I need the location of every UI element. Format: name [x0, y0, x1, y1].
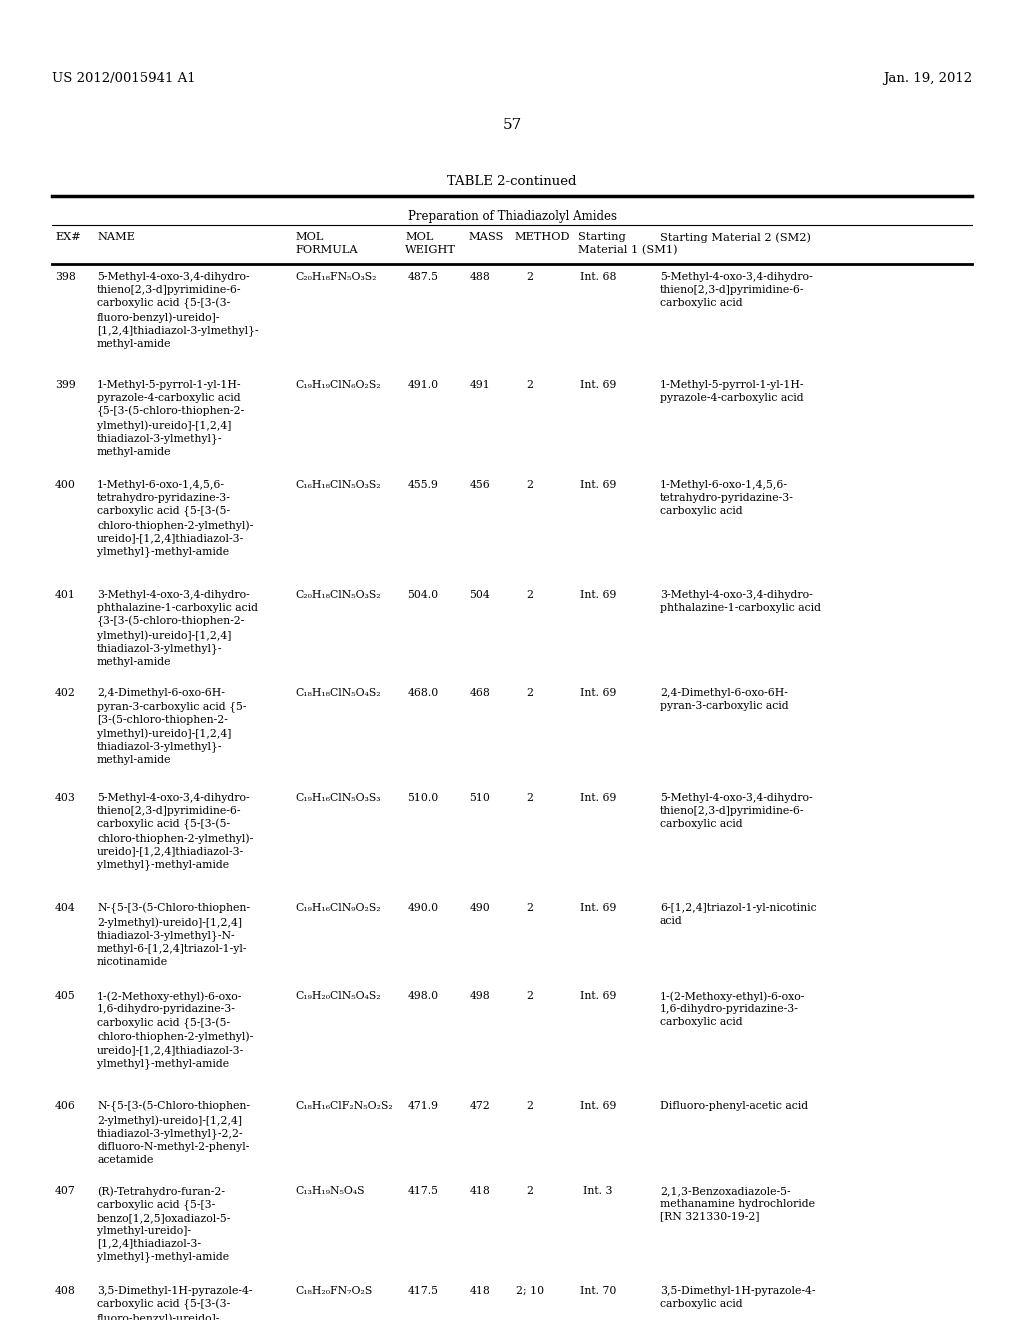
- Text: C₁₉H₁₆ClN₉O₂S₂: C₁₉H₁₆ClN₉O₂S₂: [295, 903, 381, 913]
- Text: 510: 510: [470, 793, 490, 803]
- Text: 2: 2: [526, 688, 534, 698]
- Text: 1-Methyl-5-pyrrol-1-yl-1H-
pyrazole-4-carboxylic acid: 1-Methyl-5-pyrrol-1-yl-1H- pyrazole-4-ca…: [660, 380, 805, 403]
- Text: MOL
FORMULA: MOL FORMULA: [295, 232, 357, 255]
- Text: C₁₉H₁₉ClN₆O₂S₂: C₁₉H₁₉ClN₆O₂S₂: [295, 380, 381, 389]
- Text: 2; 10: 2; 10: [516, 1286, 544, 1296]
- Text: NAME: NAME: [97, 232, 135, 242]
- Text: Int. 69: Int. 69: [580, 991, 616, 1001]
- Text: Int. 69: Int. 69: [580, 1101, 616, 1111]
- Text: 3,5-Dimethyl-1H-pyrazole-4-
carboxylic acid: 3,5-Dimethyl-1H-pyrazole-4- carboxylic a…: [660, 1286, 815, 1309]
- Text: N-{5-[3-(5-Chloro-thiophen-
2-ylmethyl)-ureido]-[1,2,4]
thiadiazol-3-ylmethyl}-N: N-{5-[3-(5-Chloro-thiophen- 2-ylmethyl)-…: [97, 903, 250, 968]
- Text: 400: 400: [55, 480, 76, 490]
- Text: 2: 2: [526, 1101, 534, 1111]
- Text: Int. 3: Int. 3: [584, 1185, 612, 1196]
- Text: 472: 472: [470, 1101, 490, 1111]
- Text: TABLE 2-continued: TABLE 2-continued: [447, 176, 577, 187]
- Text: 1-Methyl-6-oxo-1,4,5,6-
tetrahydro-pyridazine-3-
carboxylic acid {5-[3-(5-
chlor: 1-Methyl-6-oxo-1,4,5,6- tetrahydro-pyrid…: [97, 480, 253, 557]
- Text: 2: 2: [526, 903, 534, 913]
- Text: C₁₃H₁₉N₅O₄S: C₁₃H₁₉N₅O₄S: [295, 1185, 365, 1196]
- Text: 2: 2: [526, 793, 534, 803]
- Text: 405: 405: [55, 991, 76, 1001]
- Text: 488: 488: [470, 272, 490, 282]
- Text: METHOD: METHOD: [514, 232, 569, 242]
- Text: 2,1,3-Benzoxadiazole-5-
methanamine hydrochloride
[RN 321330-19-2]: 2,1,3-Benzoxadiazole-5- methanamine hydr…: [660, 1185, 815, 1221]
- Text: 2: 2: [526, 991, 534, 1001]
- Text: 471.9: 471.9: [408, 1101, 438, 1111]
- Text: 57: 57: [503, 117, 521, 132]
- Text: 402: 402: [55, 688, 76, 698]
- Text: 468.0: 468.0: [408, 688, 438, 698]
- Text: 1-(2-Methoxy-ethyl)-6-oxo-
1,6-dihydro-pyridazine-3-
carboxylic acid: 1-(2-Methoxy-ethyl)-6-oxo- 1,6-dihydro-p…: [660, 991, 805, 1027]
- Text: 456: 456: [470, 480, 490, 490]
- Text: EX#: EX#: [55, 232, 81, 242]
- Text: 399: 399: [55, 380, 76, 389]
- Text: 6-[1,2,4]triazol-1-yl-nicotinic
acid: 6-[1,2,4]triazol-1-yl-nicotinic acid: [660, 903, 816, 925]
- Text: C₁₈H₁₆ClF₂N₅O₂S₂: C₁₈H₁₆ClF₂N₅O₂S₂: [295, 1101, 393, 1111]
- Text: 3-Methyl-4-oxo-3,4-dihydro-
phthalazine-1-carboxylic acid: 3-Methyl-4-oxo-3,4-dihydro- phthalazine-…: [660, 590, 821, 612]
- Text: Preparation of Thiadiazolyl Amides: Preparation of Thiadiazolyl Amides: [408, 210, 616, 223]
- Text: 2: 2: [526, 1185, 534, 1196]
- Text: 2,4-Dimethyl-6-oxo-6H-
pyran-3-carboxylic acid {5-
[3-(5-chloro-thiophen-2-
ylme: 2,4-Dimethyl-6-oxo-6H- pyran-3-carboxyli…: [97, 688, 247, 766]
- Text: MOL
WEIGHT: MOL WEIGHT: [406, 232, 456, 255]
- Text: 417.5: 417.5: [408, 1286, 438, 1296]
- Text: 455.9: 455.9: [408, 480, 438, 490]
- Text: Int. 69: Int. 69: [580, 793, 616, 803]
- Text: 417.5: 417.5: [408, 1185, 438, 1196]
- Text: 2: 2: [526, 272, 534, 282]
- Text: US 2012/0015941 A1: US 2012/0015941 A1: [52, 73, 196, 84]
- Text: N-{5-[3-(5-Chloro-thiophen-
2-ylmethyl)-ureido]-[1,2,4]
thiadiazol-3-ylmethyl}-2: N-{5-[3-(5-Chloro-thiophen- 2-ylmethyl)-…: [97, 1101, 250, 1166]
- Text: Int. 69: Int. 69: [580, 590, 616, 601]
- Text: Int. 69: Int. 69: [580, 380, 616, 389]
- Text: 487.5: 487.5: [408, 272, 438, 282]
- Text: 510.0: 510.0: [408, 793, 438, 803]
- Text: Difluoro-phenyl-acetic acid: Difluoro-phenyl-acetic acid: [660, 1101, 808, 1111]
- Text: 403: 403: [55, 793, 76, 803]
- Text: C₁₈H₁₈ClN₅O₄S₂: C₁₈H₁₈ClN₅O₄S₂: [295, 688, 381, 698]
- Text: 407: 407: [55, 1185, 76, 1196]
- Text: 2: 2: [526, 480, 534, 490]
- Text: C₁₉H₂₀ClN₅O₄S₂: C₁₉H₂₀ClN₅O₄S₂: [295, 991, 381, 1001]
- Text: 3-Methyl-4-oxo-3,4-dihydro-
phthalazine-1-carboxylic acid
{3-[3-(5-chloro-thioph: 3-Methyl-4-oxo-3,4-dihydro- phthalazine-…: [97, 590, 258, 667]
- Text: 5-Methyl-4-oxo-3,4-dihydro-
thieno[2,3-d]pyrimidine-6-
carboxylic acid: 5-Methyl-4-oxo-3,4-dihydro- thieno[2,3-d…: [660, 272, 813, 308]
- Text: Int. 69: Int. 69: [580, 903, 616, 913]
- Text: C₁₉H₁₆ClN₅O₃S₃: C₁₉H₁₆ClN₅O₃S₃: [295, 793, 381, 803]
- Text: 2: 2: [526, 590, 534, 601]
- Text: Int. 69: Int. 69: [580, 688, 616, 698]
- Text: Jan. 19, 2012: Jan. 19, 2012: [883, 73, 972, 84]
- Text: 406: 406: [55, 1101, 76, 1111]
- Text: MASS: MASS: [468, 232, 504, 242]
- Text: 5-Methyl-4-oxo-3,4-dihydro-
thieno[2,3-d]pyrimidine-6-
carboxylic acid: 5-Methyl-4-oxo-3,4-dihydro- thieno[2,3-d…: [660, 793, 813, 829]
- Text: 504.0: 504.0: [408, 590, 438, 601]
- Text: 1-(2-Methoxy-ethyl)-6-oxo-
1,6-dihydro-pyridazine-3-
carboxylic acid {5-[3-(5-
c: 1-(2-Methoxy-ethyl)-6-oxo- 1,6-dihydro-p…: [97, 991, 253, 1069]
- Text: 2: 2: [526, 380, 534, 389]
- Text: (R)-Tetrahydro-furan-2-
carboxylic acid {5-[3-
benzo[1,2,5]oxadiazol-5-
ylmethyl: (R)-Tetrahydro-furan-2- carboxylic acid …: [97, 1185, 231, 1262]
- Text: 3,5-Dimethyl-1H-pyrazole-4-
carboxylic acid {5-[3-(3-
fluoro-benzyl)-ureido]-
[1: 3,5-Dimethyl-1H-pyrazole-4- carboxylic a…: [97, 1286, 259, 1320]
- Text: C₁₆H₁₈ClN₅O₃S₂: C₁₆H₁₈ClN₅O₃S₂: [295, 480, 381, 490]
- Text: 498.0: 498.0: [408, 991, 438, 1001]
- Text: C₂₀H₁₈FN₅O₃S₂: C₂₀H₁₈FN₅O₃S₂: [295, 272, 377, 282]
- Text: 1-Methyl-6-oxo-1,4,5,6-
tetrahydro-pyridazine-3-
carboxylic acid: 1-Methyl-6-oxo-1,4,5,6- tetrahydro-pyrid…: [660, 480, 794, 516]
- Text: 491.0: 491.0: [408, 380, 438, 389]
- Text: 490.0: 490.0: [408, 903, 438, 913]
- Text: C₂₀H₁₈ClN₅O₃S₂: C₂₀H₁₈ClN₅O₃S₂: [295, 590, 381, 601]
- Text: C₁₈H₂₀FN₇O₂S: C₁₈H₂₀FN₇O₂S: [295, 1286, 373, 1296]
- Text: 5-Methyl-4-oxo-3,4-dihydro-
thieno[2,3-d]pyrimidine-6-
carboxylic acid {5-[3-(3-: 5-Methyl-4-oxo-3,4-dihydro- thieno[2,3-d…: [97, 272, 259, 348]
- Text: Int. 70: Int. 70: [580, 1286, 616, 1296]
- Text: Starting
Material 1 (SM1): Starting Material 1 (SM1): [578, 232, 678, 256]
- Text: Starting Material 2 (SM2): Starting Material 2 (SM2): [660, 232, 811, 243]
- Text: 2,4-Dimethyl-6-oxo-6H-
pyran-3-carboxylic acid: 2,4-Dimethyl-6-oxo-6H- pyran-3-carboxyli…: [660, 688, 788, 710]
- Text: 504: 504: [470, 590, 490, 601]
- Text: Int. 69: Int. 69: [580, 480, 616, 490]
- Text: 5-Methyl-4-oxo-3,4-dihydro-
thieno[2,3-d]pyrimidine-6-
carboxylic acid {5-[3-(5-: 5-Methyl-4-oxo-3,4-dihydro- thieno[2,3-d…: [97, 793, 253, 870]
- Text: 491: 491: [470, 380, 490, 389]
- Text: 408: 408: [55, 1286, 76, 1296]
- Text: 401: 401: [55, 590, 76, 601]
- Text: 398: 398: [55, 272, 76, 282]
- Text: 1-Methyl-5-pyrrol-1-yl-1H-
pyrazole-4-carboxylic acid
{5-[3-(5-chloro-thiophen-2: 1-Methyl-5-pyrrol-1-yl-1H- pyrazole-4-ca…: [97, 380, 246, 457]
- Text: 418: 418: [470, 1185, 490, 1196]
- Text: 498: 498: [470, 991, 490, 1001]
- Text: 404: 404: [55, 903, 76, 913]
- Text: Int. 68: Int. 68: [580, 272, 616, 282]
- Text: 468: 468: [470, 688, 490, 698]
- Text: 418: 418: [470, 1286, 490, 1296]
